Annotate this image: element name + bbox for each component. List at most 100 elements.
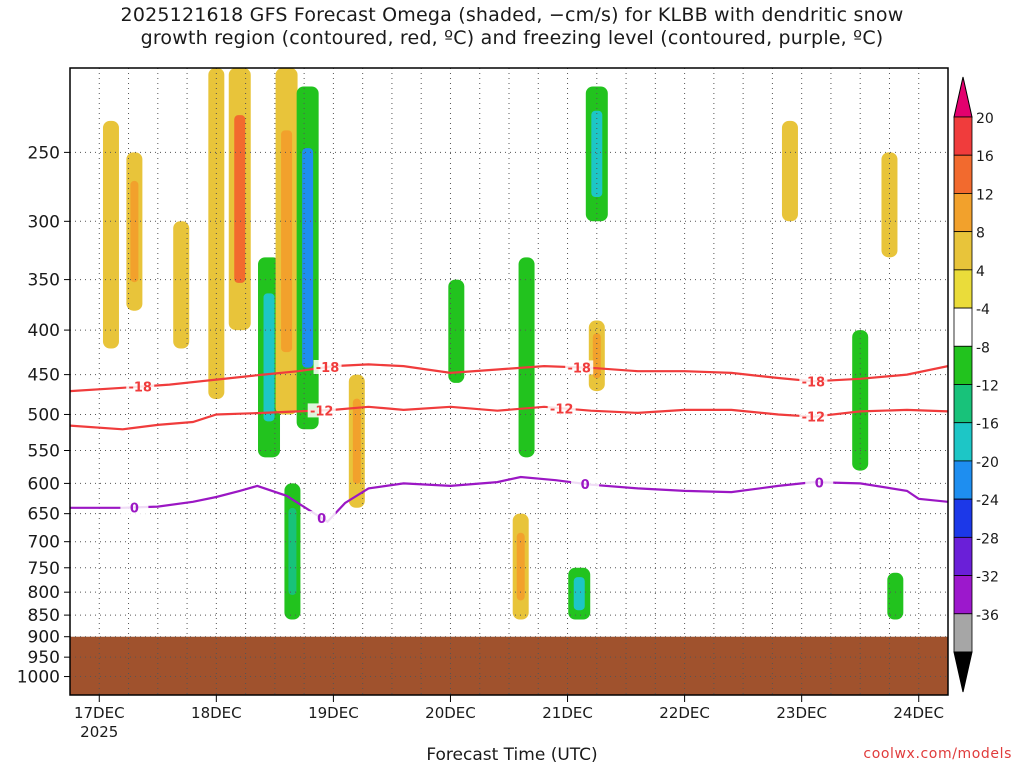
x-tick-label: 19DEC [308,704,359,722]
contour-label-bg [307,403,336,418]
colorbar-swatch [953,154,973,194]
colorbar-swatch [953,498,973,538]
x-axis-label: Forecast Time (UTC) [426,745,598,765]
colorbar-max-arrow [953,76,973,118]
contour-label-bg [120,500,149,515]
contour-label: -18 [802,375,826,390]
y-tick-label: 400 [28,321,60,341]
colorbar-swatch [953,384,973,424]
contour-label-bg [799,409,828,424]
colorbar-label: -8 [976,340,990,356]
y-tick-label: 550 [28,442,60,462]
chart-title: 2025121618 GFS Forecast Omega (shaded, −… [0,4,1024,50]
colorbar-label: 4 [976,264,985,280]
colorbar-swatch [953,613,973,653]
time-axis: 17DEC 18DEC 19DEC 20DEC 21DEC 22DEC 23DEC 24DEC… [74,695,944,741]
omega-region [887,572,904,620]
contour-label-bg [307,511,336,526]
y-tick-label: 1000 [17,668,60,688]
omega-shading [102,68,904,620]
y-tick-label: 300 [28,212,60,232]
contour-label: -18 [316,361,340,376]
y-tick-label: 500 [28,405,60,425]
omega-core [288,507,297,596]
colorbar-swatch [953,345,973,385]
x-tick-label: 21DEC [542,704,593,722]
colorbar-label: -28 [976,531,999,547]
y-tick-label: 650 [28,505,60,525]
colorbar-label: -32 [976,570,999,586]
contour-label-bg [805,475,834,490]
x-tick-label: 17DEC [74,704,125,722]
omega-region [518,257,535,458]
y-tick-label: 600 [28,474,60,494]
contour-label-bg [565,360,594,375]
omega-core [130,180,139,283]
colorbar-label: -4 [976,302,990,318]
source-credit: coolwx.com/models [863,746,1012,762]
contour-label: 0 [130,501,139,516]
contour-label: 0 [815,476,824,491]
y-tick-label: 750 [28,559,60,579]
dgz-contour-line [70,405,948,431]
x-year-label: 2025 [80,723,118,741]
omega-core [352,398,361,484]
omega-core [573,577,585,611]
y-tick-label: 950 [28,648,60,668]
contour-label: -12 [310,404,334,419]
y-tick-label: 800 [28,583,60,603]
title-line-1: 2025121618 GFS Forecast Omega (shaded, −… [120,4,904,26]
omega-core [592,333,601,379]
x-tick-label: 18DEC [191,704,242,722]
contour-label: -18 [128,381,152,396]
omega-core [281,130,293,353]
contour-label: 0 [317,512,326,527]
colorbar-swatch [953,116,973,156]
y-tick-label: 350 [28,271,60,291]
omega-region [102,120,119,349]
colorbar-swatch [953,536,973,576]
omega-core [516,532,525,601]
omega-region [448,279,465,383]
x-tick-label: 24DEC [893,704,944,722]
colorbar-min-arrow [953,651,973,693]
contour-label-bg [547,401,576,416]
colorbar-label: 16 [976,149,994,165]
colorbar-label: 20 [976,111,994,127]
contour-label-bg [126,379,155,394]
omega-core [263,293,275,422]
colorbar-label: 12 [976,187,994,203]
y-tick-label: 850 [28,606,60,626]
ground-below-surface [70,636,948,695]
temperature-contours: -18 -18 -18 -18 -12 -12 -12 0 0 0 0 [70,359,948,527]
ground-fill [70,636,948,695]
colorbar-label: -24 [976,493,999,509]
omega-region [781,120,798,222]
colorbar-label: -12 [976,379,999,395]
y-tick-label: 250 [28,143,60,163]
x-tick-label: 23DEC [776,704,827,722]
omega-region [173,221,190,349]
x-tick-label: 22DEC [659,704,710,722]
y-tick-label: 900 [28,628,60,648]
contour-label: -12 [802,411,826,426]
colorbar-label: -36 [976,608,999,624]
colorbar-swatch [953,307,973,347]
contour-label-bg [313,359,342,374]
omega-region [881,152,898,258]
contour-label: -12 [550,402,574,417]
omega-core [302,148,314,368]
colorbar-swatch [953,269,973,309]
contour-label-bg [571,476,600,491]
freezing-level-line [70,475,948,524]
omega-region [852,330,869,471]
colorbar-swatch [953,193,973,233]
contour-label: -18 [567,361,591,376]
contour-label: 0 [581,478,590,493]
omega-colorbar: 20 16 12 8 4 -4 -8 -12 -16 -20 -24 -28 -32 -36 [953,76,999,693]
y-tick-label: 450 [28,366,60,386]
colorbar-swatch [953,460,973,500]
contour-label-bg [799,374,828,389]
colorbar-label: -20 [976,455,999,471]
